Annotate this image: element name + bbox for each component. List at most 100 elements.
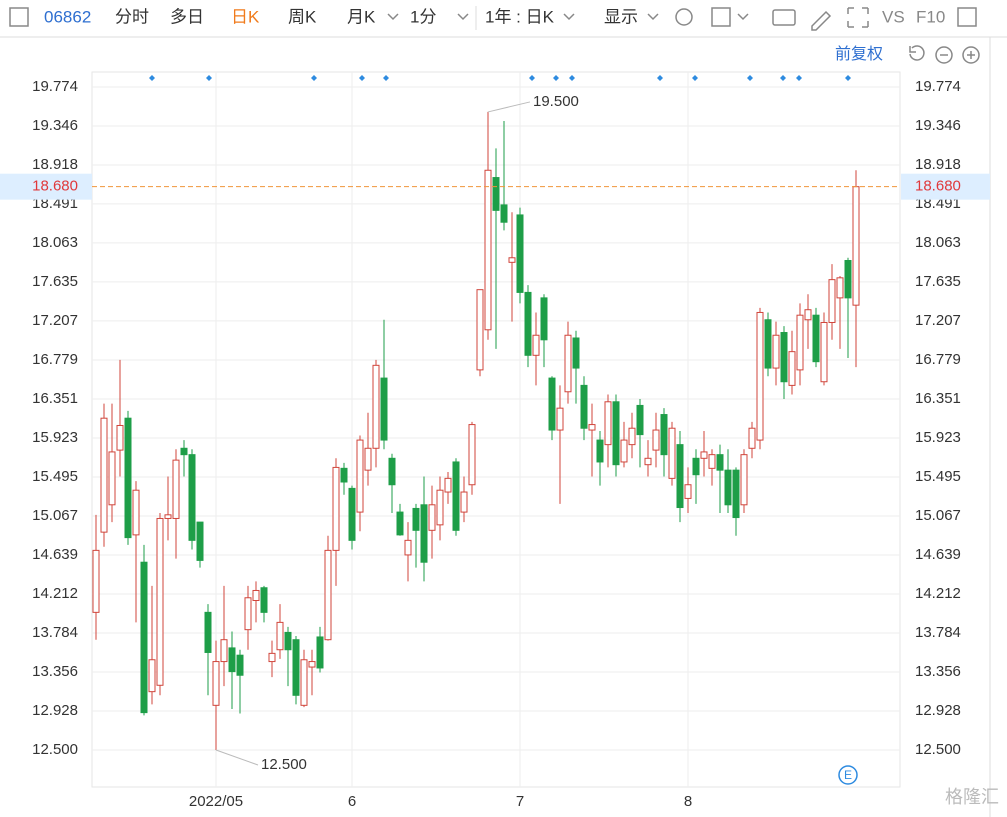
y-tick-label-right: 15.923 bbox=[915, 429, 961, 446]
candle-body bbox=[396, 511, 404, 536]
candle-body bbox=[804, 309, 812, 321]
display-menu[interactable]: 显示 bbox=[604, 7, 638, 26]
y-tick-label: 15.923 bbox=[32, 429, 78, 446]
panel-icon[interactable] bbox=[957, 7, 977, 27]
candle-body bbox=[420, 504, 428, 563]
candle-body bbox=[404, 539, 412, 556]
screenshot-icon[interactable] bbox=[772, 9, 796, 26]
candle-body bbox=[132, 489, 140, 536]
f10-button[interactable]: F10 bbox=[916, 7, 945, 26]
event-marker bbox=[692, 75, 698, 81]
y-tick-label-right: 17.207 bbox=[915, 312, 961, 329]
candle-body bbox=[292, 639, 300, 696]
range-select[interactable]: 1年 : 日K bbox=[485, 7, 555, 26]
y-tick-label-right: 19.346 bbox=[915, 117, 961, 134]
candle-body bbox=[452, 461, 460, 531]
y-tick-label-right: 14.212 bbox=[915, 585, 961, 602]
fullscreen-icon[interactable] bbox=[847, 7, 869, 28]
candle-body bbox=[540, 297, 548, 341]
y-tick-label: 18.918 bbox=[32, 156, 78, 173]
candle-body bbox=[108, 451, 116, 506]
tab[interactable]: 分时 bbox=[115, 7, 149, 26]
candle-body bbox=[508, 257, 516, 263]
candle-body bbox=[364, 447, 372, 471]
candle-body bbox=[596, 439, 604, 463]
candle-body bbox=[436, 489, 444, 526]
plot-frame bbox=[91, 71, 901, 788]
event-marker bbox=[657, 75, 663, 81]
y-tick-label: 19.774 bbox=[32, 78, 78, 95]
zoom-in[interactable] bbox=[962, 46, 980, 64]
y-tick-label-right: 13.356 bbox=[915, 663, 961, 680]
candle-body bbox=[516, 214, 524, 293]
tab[interactable]: 多日 bbox=[170, 7, 204, 26]
tab[interactable]: 周K bbox=[288, 7, 317, 26]
candle-body bbox=[236, 654, 244, 676]
candle-body bbox=[220, 639, 228, 663]
y-tick-label: 17.635 bbox=[32, 273, 78, 290]
candle-body bbox=[196, 521, 204, 561]
toolbar bbox=[0, 0, 1007, 37]
y-tick-label: 17.207 bbox=[32, 312, 78, 329]
event-icon-label: E bbox=[844, 768, 852, 782]
candle-body bbox=[204, 611, 212, 653]
adjust-mode[interactable]: 前复权 bbox=[835, 45, 883, 63]
candle-body bbox=[276, 621, 284, 651]
candle-body bbox=[460, 491, 468, 513]
candle-body bbox=[164, 514, 172, 519]
zoom-in-sign bbox=[967, 51, 975, 59]
candle-body bbox=[828, 279, 836, 323]
y-tick-label-right: 16.779 bbox=[915, 351, 961, 368]
candle-body bbox=[92, 549, 100, 613]
y-tick-label: 12.500 bbox=[32, 741, 78, 758]
candle-body bbox=[492, 177, 500, 211]
event-marker bbox=[359, 75, 365, 81]
sidebar-toggle[interactable] bbox=[9, 7, 29, 27]
candle-body bbox=[372, 364, 380, 449]
candle-body bbox=[556, 407, 564, 431]
candle-body bbox=[100, 417, 108, 533]
stock-code[interactable]: 06862 bbox=[44, 7, 91, 26]
candle-body bbox=[740, 454, 748, 506]
y-tick-label-right: 18.918 bbox=[915, 156, 961, 173]
y-tick-label: 13.784 bbox=[32, 624, 78, 641]
reset-icon[interactable] bbox=[909, 45, 925, 61]
chevron bbox=[563, 13, 575, 21]
y-tick-label: 12.928 bbox=[32, 702, 78, 719]
extreme-leader bbox=[487, 101, 531, 113]
candle-body bbox=[548, 377, 556, 431]
candle-body bbox=[212, 661, 220, 706]
candle-body bbox=[580, 384, 588, 429]
candle-body bbox=[268, 652, 276, 663]
last-price-label-right: 18.680 bbox=[915, 178, 961, 195]
vs-button[interactable]: VS bbox=[882, 7, 905, 26]
chevron bbox=[737, 13, 749, 21]
checkbox[interactable] bbox=[711, 7, 731, 27]
watermark: 格隆汇 bbox=[945, 787, 999, 807]
candle-body bbox=[684, 484, 692, 499]
candle-body bbox=[732, 469, 740, 519]
candle-body bbox=[692, 457, 700, 476]
candle-body bbox=[316, 636, 324, 669]
interval-select[interactable]: 1分 bbox=[410, 7, 436, 26]
settings-icon[interactable] bbox=[675, 8, 693, 26]
candle-body bbox=[756, 311, 764, 441]
candle-body bbox=[668, 427, 676, 479]
candle-body bbox=[188, 454, 196, 541]
candle-body bbox=[428, 504, 436, 531]
extreme-leader bbox=[215, 749, 259, 766]
y-tick-label: 16.351 bbox=[32, 390, 78, 407]
event-marker bbox=[780, 75, 786, 81]
event-icon[interactable] bbox=[838, 765, 858, 785]
zoom-out[interactable] bbox=[935, 46, 953, 64]
y-tick-label-right: 17.635 bbox=[915, 273, 961, 290]
tab-active[interactable]: 日K bbox=[231, 7, 260, 26]
candle-body bbox=[252, 589, 260, 602]
draw-icon[interactable] bbox=[811, 10, 832, 31]
candle-body bbox=[180, 447, 188, 456]
tab[interactable]: 月K bbox=[347, 7, 376, 26]
chevron bbox=[647, 13, 659, 21]
candle-body bbox=[124, 417, 132, 539]
candle-body bbox=[572, 337, 580, 369]
x-tick-label: 6 bbox=[348, 793, 356, 810]
